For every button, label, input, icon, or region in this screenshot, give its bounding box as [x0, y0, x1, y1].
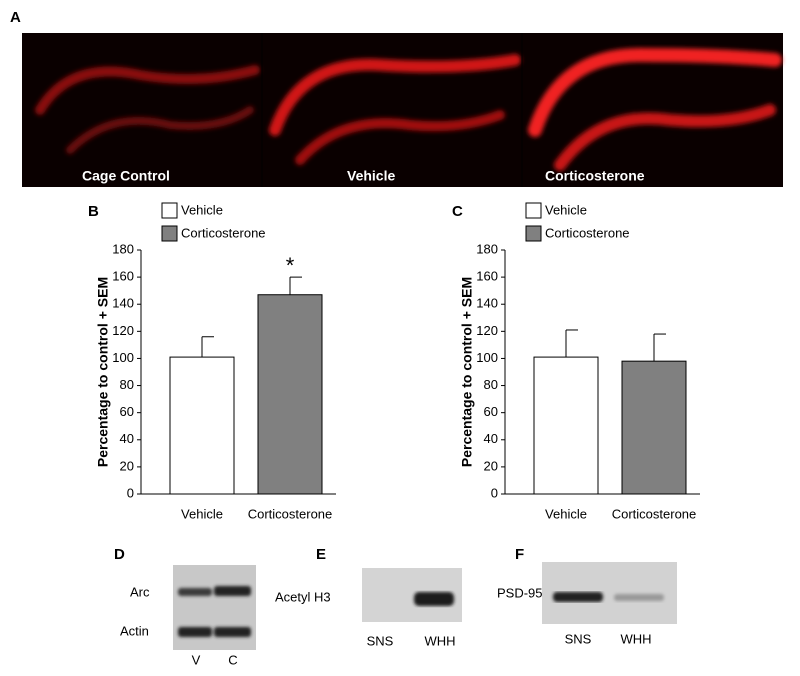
lane-label: WHH — [620, 631, 651, 646]
panel-label: D — [114, 546, 125, 563]
panel-label: B — [88, 203, 99, 220]
y-axis-label: Percentage to control + SEM — [95, 277, 111, 467]
y-tick-label: 160 — [476, 269, 498, 284]
x-tick-label: Vehicle — [545, 506, 587, 521]
y-tick-label: 20 — [484, 458, 498, 473]
y-tick-label: 20 — [120, 458, 134, 473]
legend-swatch — [161, 225, 178, 242]
image-label: Cage Control — [82, 168, 170, 184]
image-label: Vehicle — [347, 168, 395, 184]
x-tick-label: Corticosterone — [248, 506, 333, 521]
y-tick-label: 100 — [476, 350, 498, 365]
y-tick-label: 100 — [112, 350, 134, 365]
y-tick-label: 180 — [112, 241, 134, 256]
blot-e — [362, 568, 462, 622]
row-label: PSD-95 — [497, 585, 543, 600]
panel-label: C — [452, 203, 463, 220]
bar — [257, 294, 323, 495]
lane-label: SNS — [367, 633, 394, 648]
micrograph-strip — [22, 33, 783, 187]
y-tick-label: 0 — [491, 485, 498, 500]
lane-label: SNS — [565, 631, 592, 646]
legend-label: Vehicle — [545, 202, 587, 217]
blot-f — [542, 562, 677, 624]
blot-d — [173, 565, 256, 650]
charts: B Vehicle Corticosterone Percentage to cont… — [88, 202, 700, 521]
legend-label: Corticosterone — [181, 225, 266, 240]
row-label: Actin — [120, 623, 149, 638]
y-tick-label: 80 — [484, 377, 498, 392]
legend-swatch — [525, 202, 542, 219]
image-label: Corticosterone — [545, 168, 645, 184]
y-tick-label: 180 — [476, 241, 498, 256]
y-tick-label: 120 — [476, 323, 498, 338]
panel-label: F — [515, 546, 524, 563]
bar — [533, 356, 599, 495]
x-tick-label: Corticosterone — [612, 506, 697, 521]
y-tick-label: 140 — [112, 296, 134, 311]
y-tick-label: 60 — [120, 404, 134, 419]
panel-label: A — [10, 9, 21, 26]
y-tick-label: 140 — [476, 296, 498, 311]
x-tick-label: Vehicle — [181, 506, 223, 521]
lane-label: WHH — [424, 633, 455, 648]
panel-label: E — [316, 546, 326, 563]
y-tick-label: 120 — [112, 323, 134, 338]
y-tick-label: 40 — [484, 431, 498, 446]
legend-swatch — [161, 202, 178, 219]
significance-marker: * — [286, 253, 295, 278]
legend-swatch — [525, 225, 542, 242]
legend-label: Corticosterone — [545, 225, 630, 240]
y-tick-label: 40 — [120, 431, 134, 446]
bar — [169, 356, 235, 495]
y-axis-label: Percentage to control + SEM — [459, 277, 475, 467]
y-tick-label: 0 — [127, 485, 134, 500]
legend-label: Vehicle — [181, 202, 223, 217]
y-tick-label: 60 — [484, 404, 498, 419]
row-label: Acetyl H3 — [275, 589, 331, 604]
lane-label: V — [192, 652, 201, 667]
bar — [621, 360, 687, 495]
row-label: Arc — [130, 584, 150, 599]
lane-label: C — [228, 652, 237, 667]
y-tick-label: 160 — [112, 269, 134, 284]
y-tick-label: 80 — [120, 377, 134, 392]
